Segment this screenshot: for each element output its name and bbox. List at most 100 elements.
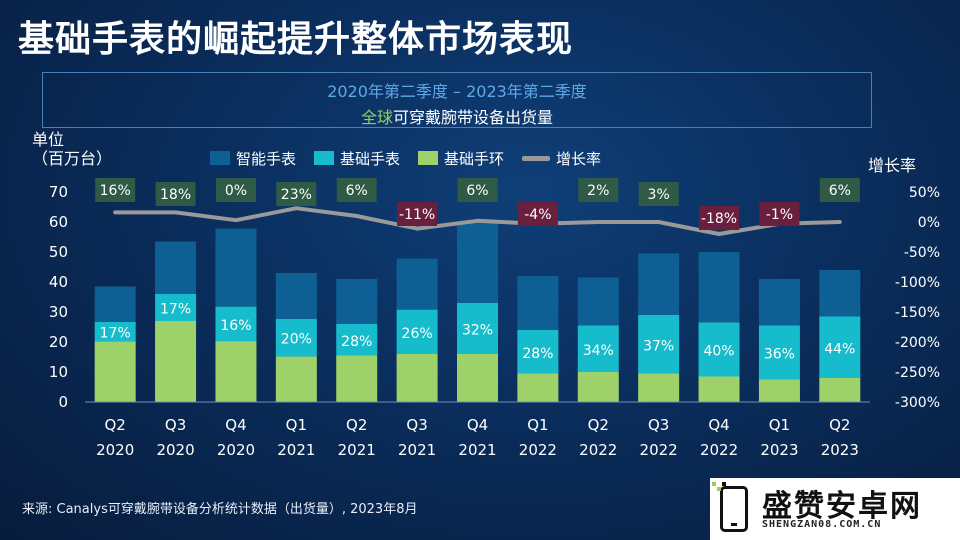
y-right-tick-label: 0% — [918, 215, 940, 231]
x-tick-label-quarter: Q2 — [105, 416, 126, 434]
x-tick-label-quarter: Q3 — [406, 416, 427, 434]
right-axis-label: 增长率 — [868, 156, 917, 175]
bar-segment-basic-watch — [819, 316, 861, 378]
bar-segment-basic-watch — [94, 321, 136, 342]
bar-segment-basic-watch — [577, 325, 619, 372]
growth-rate-label-box — [95, 178, 136, 202]
legend-item-smartwatch: 智能手表 — [210, 148, 296, 169]
x-tick-label-year: 2022 — [700, 441, 738, 459]
basic-watch-share-label: 28% — [341, 334, 372, 350]
growth-rate-label-box — [457, 178, 498, 202]
legend-label-growth-rate: 增长率 — [556, 149, 602, 168]
bar-segment-basic-band — [457, 354, 498, 402]
growth-rate-label: 0% — [225, 183, 247, 199]
x-tick-label-quarter: Q3 — [165, 416, 186, 434]
x-tick-label-year: 2020 — [96, 441, 134, 459]
growth-rate-label: 23% — [281, 187, 312, 203]
bar-segment-smartwatch — [336, 279, 378, 324]
bar-segment-basic-watch — [155, 294, 197, 321]
basic-watch-share-label: 40% — [703, 344, 734, 360]
y-left-tick-label: 60 — [49, 213, 68, 231]
x-tick-label-quarter: Q1 — [527, 416, 548, 434]
x-tick-label-quarter: Q1 — [286, 416, 307, 434]
bar-segment-basic-watch — [758, 325, 800, 380]
bar-segment-basic-watch — [215, 306, 257, 342]
bar-segment-smartwatch — [215, 228, 257, 307]
growth-rate-label: 6% — [829, 183, 851, 199]
logo-dots-icon — [712, 482, 726, 491]
bar-segment-smartwatch — [396, 258, 438, 310]
growth-rate-line — [113, 206, 842, 236]
y-right-tick-label: -200% — [895, 335, 940, 351]
bar-segment-smartwatch — [275, 273, 317, 319]
bar-segment-smartwatch — [819, 270, 861, 317]
subtitle-description: 全球可穿戴腕带设备出货量 — [43, 104, 871, 128]
y-right-tick-label: -50% — [904, 245, 940, 261]
x-tick-label-year: 2020 — [217, 441, 255, 459]
growth-rate-label: -4% — [524, 207, 551, 223]
legend-swatch-smartwatch — [210, 151, 230, 165]
x-tick-label-year: 2023 — [760, 441, 798, 459]
basic-watch-share-label: 36% — [764, 347, 795, 363]
bar-segment-smartwatch — [94, 286, 136, 322]
bar-segment-basic-watch — [396, 309, 438, 354]
growth-rate-label-box — [397, 202, 438, 226]
x-tick-label-year: 2021 — [277, 441, 315, 459]
bar-segment-basic-watch — [698, 322, 740, 377]
growth-rate-label-box — [215, 178, 256, 202]
y-left-tick-label: 10 — [49, 363, 68, 381]
basic-watch-share-label: 17% — [100, 326, 131, 342]
legend-swatch-growth-rate — [522, 155, 551, 161]
y-left-tick-label: 50 — [49, 243, 68, 261]
phone-icon — [720, 486, 748, 532]
y-right-tick-label: -250% — [895, 365, 940, 381]
bar-segment-basic-band — [819, 378, 861, 402]
bar-segment-basic-band — [336, 355, 378, 402]
growth-rate-label: 16% — [100, 183, 131, 199]
x-tick-label-year: 2022 — [579, 441, 617, 459]
x-tick-label-quarter: Q4 — [708, 416, 729, 434]
x-tick-label-year: 2021 — [398, 441, 436, 459]
legend-swatch-basic-watch — [314, 151, 335, 165]
bar-segment-basic-band — [94, 341, 136, 402]
bar-segment-basic-band — [638, 373, 680, 402]
x-tick-label-quarter: Q3 — [648, 416, 669, 434]
y-right-tick-label: -100% — [895, 275, 940, 291]
bar-segment-basic-watch — [457, 303, 498, 354]
bar-segment-basic-band — [155, 321, 197, 402]
bar-segment-smartwatch — [758, 279, 800, 326]
bar-segment-smartwatch — [155, 241, 197, 294]
growth-rate-label-box — [759, 202, 800, 226]
x-tick-label-quarter: Q1 — [769, 416, 790, 434]
y-left-tick-label: 40 — [49, 273, 68, 291]
unit-label-line1: 单位 — [32, 130, 65, 149]
bar-segment-smartwatch — [577, 277, 619, 326]
bar-segment-smartwatch — [638, 253, 680, 315]
legend-label-smartwatch: 智能手表 — [236, 149, 297, 168]
y-right-tick-label: -150% — [895, 305, 940, 321]
logo-text: 盛赞安卓网 — [762, 489, 922, 524]
bar-segment-basic-watch — [638, 315, 680, 374]
legend-item-basic-band: 基础手环 — [418, 148, 504, 169]
legend-item-basic-watch: 基础手表 — [314, 148, 400, 169]
bar-segment-basic-watch — [275, 318, 317, 357]
bar-segment-basic-band — [577, 372, 619, 402]
bar-segment-smartwatch — [698, 252, 740, 323]
y-left-tick-label: 30 — [49, 303, 68, 321]
y-right-tick-label: 50% — [909, 185, 940, 201]
x-tick-label-year: 2023 — [821, 441, 859, 459]
x-tick-label-year: 2021 — [338, 441, 376, 459]
bar-segment-basic-band — [758, 379, 800, 402]
bar-segment-basic-band — [275, 356, 317, 402]
growth-rate-label-box — [336, 178, 377, 202]
bar-segment-basic-watch — [517, 330, 559, 374]
growth-rate-label-box — [276, 182, 317, 206]
bar-segment-basic-band — [517, 373, 559, 402]
x-tick-label-year: 2020 — [156, 441, 194, 459]
bar-segment-smartwatch — [517, 276, 559, 330]
left-axis-unit-label: 单位 （百万台） — [32, 130, 112, 168]
growth-rate-label: 18% — [160, 187, 191, 203]
site-logo: 盛赞安卓网 SHENGZAN08.COM.CN — [710, 478, 960, 540]
growth-rate-label-box — [638, 182, 679, 206]
